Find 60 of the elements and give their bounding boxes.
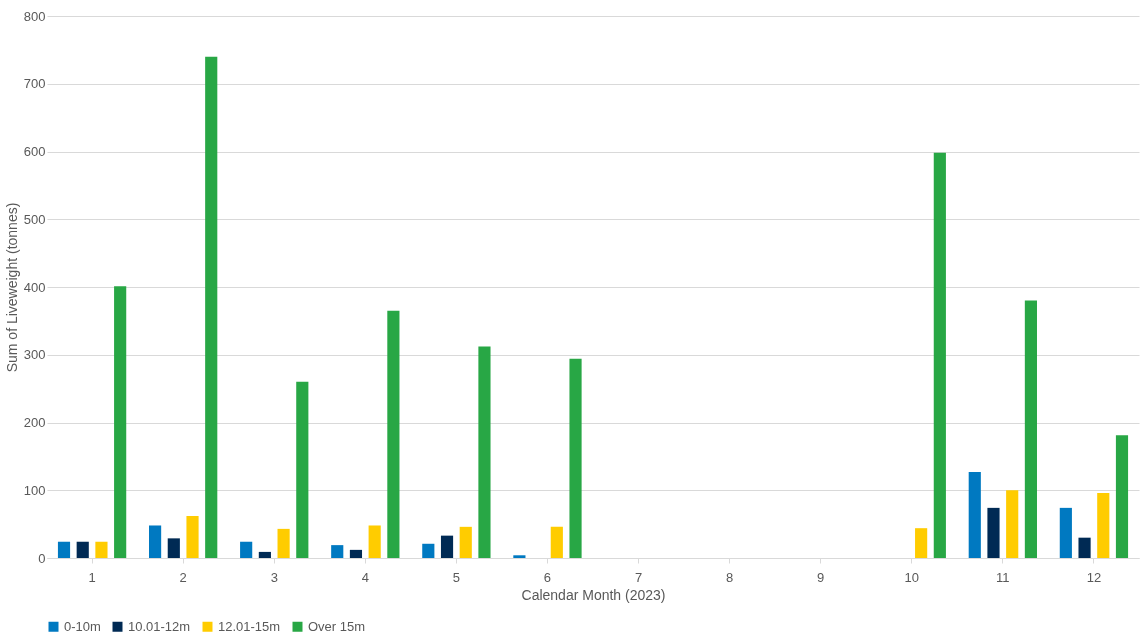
y-tick-label: 300	[23, 347, 46, 363]
bar	[258, 551, 271, 558]
bar	[277, 528, 290, 558]
bar	[513, 555, 526, 558]
y-tick-label: 700	[23, 76, 46, 92]
bar	[368, 525, 381, 558]
y-tick-label: 600	[23, 144, 46, 159]
x-tick-label: 6	[543, 569, 552, 585]
bar	[1024, 300, 1037, 558]
bar	[331, 545, 344, 558]
legend-label: 0-10m	[64, 618, 101, 634]
bar	[57, 541, 71, 558]
x-tick-label: 8	[726, 569, 734, 585]
bar	[240, 541, 253, 558]
bar	[1006, 490, 1019, 558]
x-tick-label: 9	[817, 569, 825, 585]
bar	[349, 549, 363, 558]
bar	[569, 358, 582, 558]
x-tick-label: 10	[904, 569, 919, 585]
x-tick-label: 4	[361, 569, 369, 585]
bar	[1078, 537, 1091, 558]
legend-label: 10.01-12m	[128, 618, 191, 634]
x-tick-label: 1	[88, 569, 96, 585]
bar	[422, 543, 435, 558]
bar	[167, 538, 180, 558]
legend-label: Over 15m	[308, 618, 366, 634]
bar	[1059, 507, 1072, 558]
bar	[149, 525, 162, 558]
y-tick-label: 400	[23, 279, 46, 295]
y-tick-label: 0	[38, 550, 46, 566]
bar	[114, 286, 127, 558]
bar	[205, 56, 218, 558]
bar	[987, 507, 1000, 558]
bar	[933, 152, 946, 558]
bar	[478, 346, 491, 558]
y-axis-title: Sum of Liveweight (tonnes)	[3, 202, 20, 373]
y-tick-label: 800	[23, 8, 46, 24]
bar	[550, 526, 563, 558]
bar	[1115, 435, 1129, 558]
x-tick-label: 5	[452, 569, 460, 585]
bar	[76, 541, 89, 558]
y-tick-label: 200	[23, 415, 46, 430]
x-tick-label: 2	[179, 569, 187, 585]
legend-label: 12.01-15m	[218, 618, 281, 634]
y-tick-label: 500	[23, 211, 46, 227]
x-tick-label: 12	[1086, 569, 1102, 585]
bar	[296, 381, 309, 558]
bar	[440, 535, 454, 558]
bar	[915, 528, 928, 558]
x-tick-label: 3	[270, 569, 278, 585]
bar	[1097, 492, 1110, 558]
x-axis-title: Calendar Month (2023)	[521, 586, 666, 603]
bar	[968, 471, 981, 558]
bar	[387, 310, 400, 558]
x-tick-label: 7	[634, 569, 643, 585]
x-tick-label: 11	[996, 569, 1010, 585]
y-tick-label: 100	[23, 482, 46, 498]
bar	[459, 526, 472, 558]
bar	[186, 516, 199, 558]
bar	[95, 541, 108, 558]
